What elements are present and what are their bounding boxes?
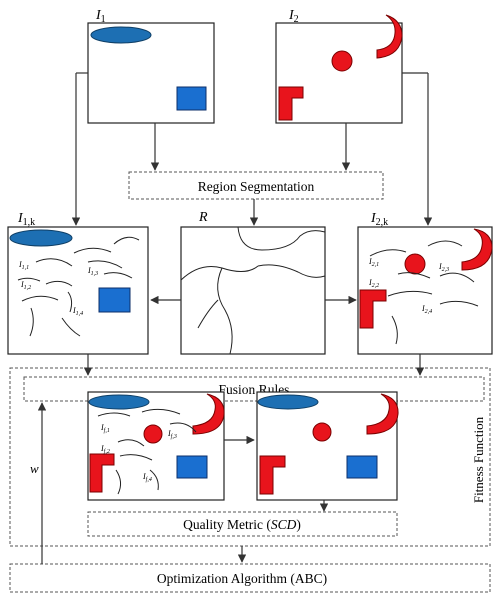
i1k-region-labels: I1,1 I1,3 I1,2 I1,4 [18, 260, 98, 317]
image-i2-panel [275, 14, 403, 124]
blue-ellipse [88, 394, 150, 410]
image-i1k-label: I1,k [17, 211, 35, 228]
image-i2-label: I2 [288, 8, 299, 25]
region-label-if2: If,2 [100, 444, 110, 455]
red-l-shape [259, 455, 286, 495]
red-circle [404, 253, 426, 275]
region-label-if1: If,1 [100, 423, 110, 434]
blue-square [176, 455, 208, 479]
quality-metric-box [87, 511, 398, 537]
red-circle [331, 50, 353, 72]
blue-ellipse [257, 394, 319, 410]
red-crescent [461, 228, 493, 271]
segmentation-map-label: R [198, 210, 208, 225]
image-i1-panel [87, 22, 215, 124]
region-label-i24: I2,4 [421, 304, 432, 315]
image-i1-label: I1 [95, 8, 106, 25]
image-i2k-label: I2,k [370, 211, 388, 228]
blue-square [346, 455, 378, 479]
optimization-algorithm-box [9, 563, 491, 593]
red-crescent [192, 393, 225, 435]
red-l-shape [278, 86, 304, 121]
blue-square [176, 86, 207, 111]
blue-ellipse [90, 26, 152, 44]
region-label-i14: I1,4 [72, 306, 83, 317]
fused-regions-panel [87, 391, 225, 501]
region-label-i12: I1,2 [20, 280, 31, 291]
fitness-function-region [9, 367, 491, 547]
red-l-shape [359, 289, 387, 329]
region-segmentation-label: Region Segmentation [198, 179, 315, 194]
image-i2k-panel [357, 226, 493, 355]
region-label-i22: I2,2 [368, 278, 379, 289]
image-i1k-panel [7, 226, 149, 355]
region-label-i13: I1,3 [87, 266, 98, 277]
i2k-region-labels: I2,1 I2,3 I2,2 I2,4 [368, 257, 449, 315]
fitness-function-label: Fitness Function [471, 416, 486, 503]
blue-square [98, 287, 131, 313]
segmentation-map-r [180, 226, 326, 355]
region-label-if4: If,4 [142, 472, 152, 483]
blue-ellipse [9, 229, 73, 247]
red-crescent [376, 14, 403, 59]
region-label-i23: I2,3 [438, 262, 449, 273]
region-segmentation-box [128, 171, 384, 200]
red-circle [143, 424, 163, 444]
weight-label-w: w [30, 461, 39, 476]
region-label-i21: I2,1 [368, 257, 379, 268]
region-label-i11: I1,1 [18, 260, 29, 271]
fused-region-labels: If,1 If,3 If,2 If,4 [100, 423, 177, 483]
red-l-shape [89, 453, 115, 493]
quality-metric-label: Quality Metric (SCD) [183, 517, 301, 532]
red-crescent [366, 393, 399, 435]
fused-image-panel [256, 391, 399, 501]
red-circle [312, 422, 332, 442]
region-label-if3: If,3 [167, 429, 177, 440]
optimization-algorithm-label: Optimization Algorithm (ABC) [157, 571, 327, 586]
